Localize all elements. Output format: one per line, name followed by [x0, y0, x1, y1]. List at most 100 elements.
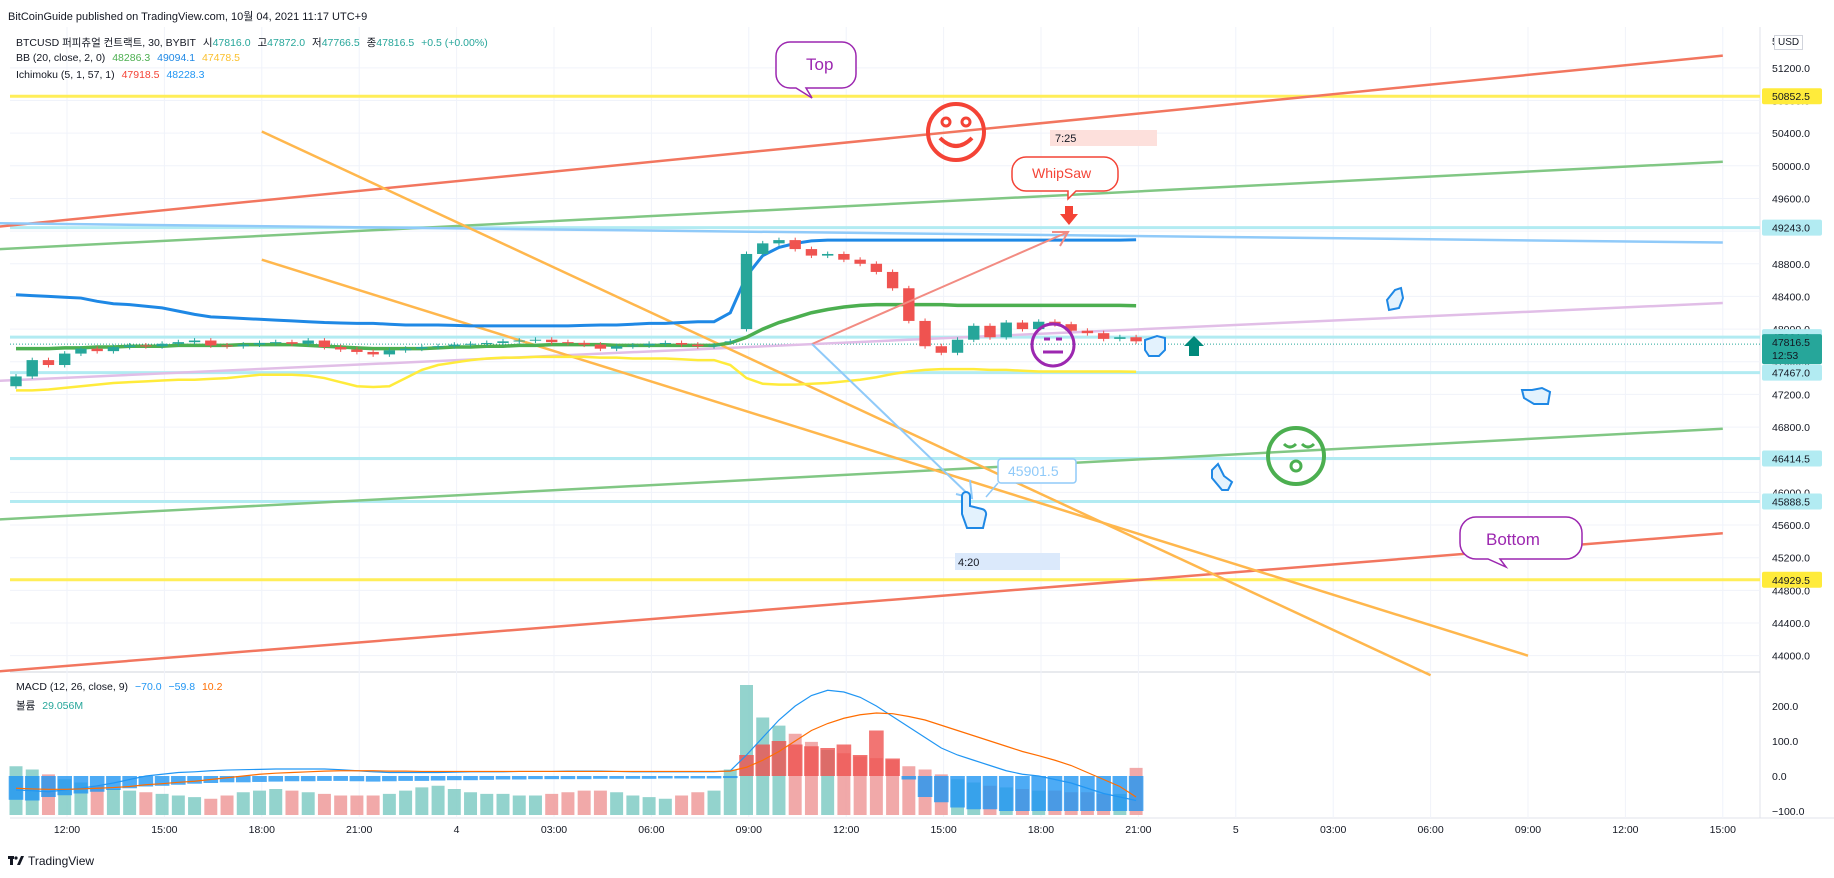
time-tick-label: 12:00	[1612, 824, 1638, 836]
time-tick-label: 09:00	[736, 824, 762, 836]
volume-bar	[155, 793, 169, 815]
candle	[708, 345, 720, 347]
whipsaw-callout[interactable]: WhipSaw	[1011, 156, 1119, 201]
time-tick-label: 21:00	[346, 824, 372, 836]
candle	[497, 341, 509, 343]
date-range-2[interactable]: 4:20	[955, 553, 1060, 570]
candle	[42, 360, 55, 366]
price-tick-label: 50400.0	[1772, 128, 1810, 140]
plot-area	[10, 27, 1760, 682]
candle	[318, 340, 331, 348]
volume-bar	[447, 789, 461, 815]
macd-histogram-bar	[933, 776, 949, 803]
macd-histogram-bar	[73, 776, 89, 794]
candle	[399, 348, 412, 351]
macd-histogram-bar	[609, 776, 624, 779]
date-range-1[interactable]: 7:25	[1050, 130, 1157, 146]
macd-histogram-bar	[1031, 776, 1047, 811]
candle	[156, 343, 168, 347]
price-label: 47816.5	[1772, 337, 1810, 349]
candle	[253, 342, 266, 345]
macd-histogram-bar	[349, 776, 365, 782]
price-tick-label: 51200.0	[1772, 63, 1810, 75]
macd-legend[interactable]: MACD (12, 26, close, 9) −70.0 −59.8 10.2	[16, 681, 226, 693]
price-label: 49243.0	[1772, 223, 1810, 235]
ichimoku-legend[interactable]: Ichimoku (5, 1, 57, 1) 47918.5 48228.3	[16, 69, 208, 81]
price-tick-label: 44800.0	[1772, 585, 1810, 597]
bottom-callout[interactable]: Bottom	[1459, 516, 1583, 569]
volume-legend[interactable]: 볼륨 29.056M	[16, 698, 87, 713]
time-tick-label: 12:00	[54, 824, 80, 836]
time-tick-label: 5	[1233, 824, 1239, 836]
candle	[140, 345, 152, 347]
price-tick-label: 49600.0	[1772, 193, 1810, 205]
macd-tick-label: 100.0	[1772, 736, 1798, 748]
macd-histogram-bar	[528, 776, 543, 780]
volume-bar	[382, 793, 396, 815]
high-label: 고	[257, 37, 268, 49]
candle	[302, 340, 314, 344]
time-axis: 12:00 15:00 18:00 21:00 4 03:00 06:00 09:00 12:0…	[54, 824, 1736, 836]
candle	[692, 344, 704, 347]
publish-info: BitCoinGuide published on TradingView.co…	[8, 11, 368, 23]
macd-histogram-bar	[317, 776, 332, 781]
price-label: 45888.5	[1772, 496, 1810, 508]
main-legend[interactable]: BTCUSD 퍼피츄얼 컨트랙트, 30, BYBIT 시47816.0 고47…	[16, 35, 492, 50]
macd-histogram-bar	[382, 776, 397, 782]
candle	[757, 243, 769, 254]
top-callout[interactable]: Top	[775, 41, 857, 99]
drawings[interactable]: Top Bottom WhipSaw 45901.5 7:25 4:20	[775, 41, 1583, 570]
volume-bar	[610, 792, 624, 815]
macd-histogram-bar	[641, 776, 657, 779]
sleepy-face-icon	[1266, 426, 1326, 486]
whipsaw-label: WhipSaw	[1032, 165, 1092, 181]
candle	[286, 342, 298, 344]
price-label: 44929.5	[1772, 575, 1810, 587]
macd-histogram-bar	[690, 776, 706, 779]
candle	[886, 271, 899, 289]
macd-histogram-bar	[57, 776, 73, 796]
volume-bar	[577, 790, 591, 815]
happy-face-icon	[926, 102, 986, 162]
price-callout-label: 45901.5	[1008, 463, 1059, 479]
macd-histogram-bar	[300, 776, 316, 782]
time-tick-label: 15:00	[1710, 824, 1736, 836]
macd-histogram-bar	[268, 776, 284, 782]
candle	[724, 341, 736, 343]
volume-bar	[545, 793, 559, 815]
time-tick-label: 15:00	[930, 824, 956, 836]
time-tick-label: 06:00	[1417, 824, 1443, 836]
price-callout[interactable]: 45901.5	[985, 458, 1077, 498]
macd-tick-label: 200.0	[1772, 701, 1798, 713]
ichimoku-value-2: 48228.3	[166, 69, 205, 81]
change-value: +0.5 (+0.00%)	[421, 37, 488, 49]
macd-histogram-bar	[787, 744, 803, 776]
currency-button[interactable]: USD	[1774, 35, 1804, 50]
candle	[675, 342, 688, 345]
macd-histogram-bar	[804, 746, 819, 776]
time-tick-label: 15:00	[151, 824, 177, 836]
footer-brand[interactable]: TradingView	[8, 854, 94, 868]
macd-histogram-bar	[235, 776, 251, 783]
volume-bar	[691, 792, 705, 815]
volume-bar	[707, 790, 721, 815]
macd-histogram-bar	[479, 776, 495, 780]
bb-legend[interactable]: BB (20, close, 2, 0) 48286.3 49094.1 474…	[16, 52, 244, 64]
pointing-hand-icon	[961, 286, 1552, 529]
volume-label: 볼륨	[16, 700, 36, 712]
macd-histogram-bar	[869, 730, 884, 776]
close-label: 종	[366, 37, 377, 49]
price-tick-label: 47200.0	[1772, 389, 1810, 401]
macd-histogram-bar	[495, 776, 511, 780]
volume-bar	[204, 798, 218, 815]
macd-histogram-bar	[917, 776, 933, 797]
volume-bar	[496, 793, 510, 815]
price-label-bg	[1762, 493, 1822, 510]
macd-label: MACD (12, 26, close, 9)	[16, 681, 129, 693]
volume-bar	[561, 792, 575, 815]
volume-bar	[431, 785, 445, 815]
macd-histogram-bar	[706, 776, 722, 779]
macd-histogram-bar	[252, 776, 267, 782]
volume-bar	[626, 795, 640, 815]
